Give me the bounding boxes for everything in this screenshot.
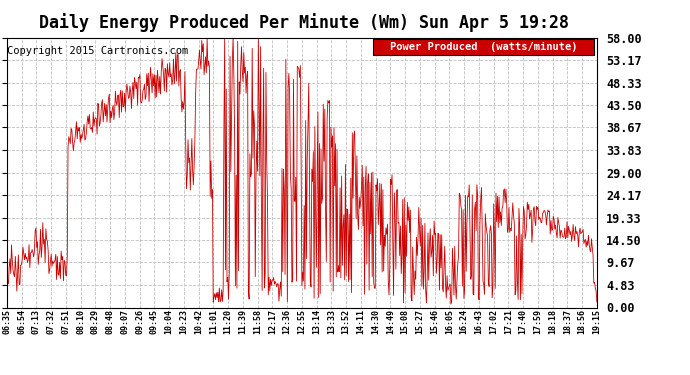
Text: Power Produced  (watts/minute): Power Produced (watts/minute) [390,42,578,52]
Text: Daily Energy Produced Per Minute (Wm) Sun Apr 5 19:28: Daily Energy Produced Per Minute (Wm) Su… [39,13,569,32]
Text: Copyright 2015 Cartronics.com: Copyright 2015 Cartronics.com [8,46,189,56]
FancyBboxPatch shape [373,39,594,55]
